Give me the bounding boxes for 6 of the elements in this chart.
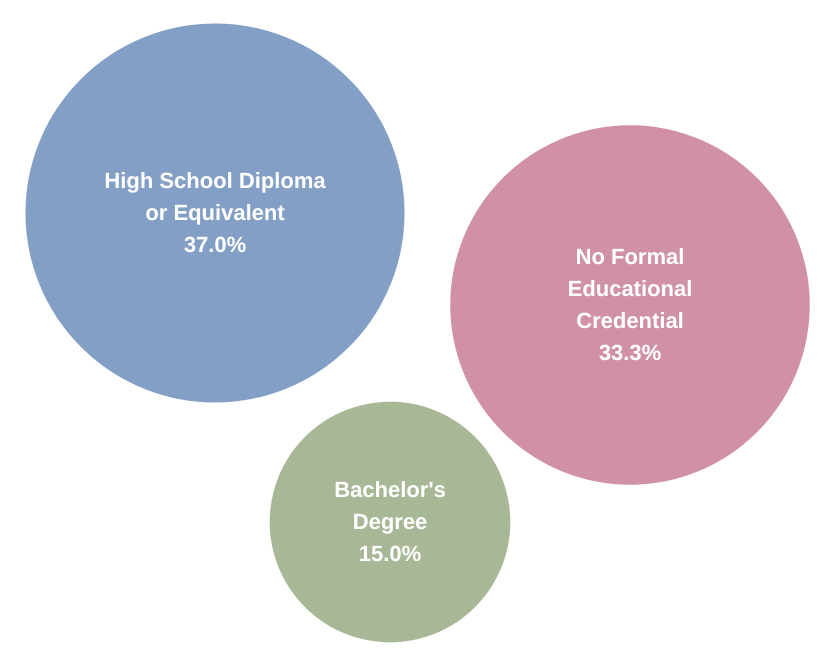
data-label: 37.0%: [184, 232, 246, 257]
category-label: Bachelor's Degree: [334, 477, 446, 534]
category-label: No Formal Educational Credential: [568, 244, 692, 333]
data-label: 33.3%: [598, 340, 662, 365]
data-label: 15.0%: [358, 541, 422, 566]
category-label: High School Diploma or Equivalent: [104, 168, 326, 225]
